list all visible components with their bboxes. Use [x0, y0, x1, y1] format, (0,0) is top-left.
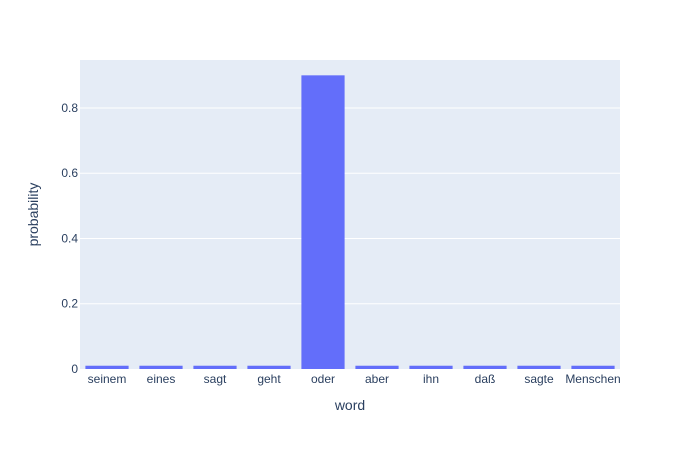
plot-area	[80, 60, 620, 369]
bar-sagt[interactable]	[193, 365, 237, 369]
y-tick-label: 0.6	[61, 166, 78, 180]
y-tick-label: 0	[71, 362, 78, 376]
y-axis-title: probability	[25, 183, 41, 247]
y-tick-label: 0.8	[61, 101, 78, 115]
x-tick-label: sagte	[524, 372, 554, 386]
bar-sagte[interactable]	[517, 365, 561, 369]
x-tick-label: seinem	[88, 372, 127, 386]
gridlines	[80, 107, 620, 305]
x-tick-label: eines	[147, 372, 176, 386]
bar-Menschen[interactable]	[571, 365, 615, 369]
x-tick-label: Menschen	[565, 372, 620, 386]
bar-oder[interactable]	[301, 75, 345, 369]
bar-seinem[interactable]	[85, 365, 129, 369]
x-tick-label: oder	[311, 372, 335, 386]
y-axis-ticks: 0 0.2 0.4 0.6 0.8	[61, 101, 78, 376]
x-tick-label: aber	[365, 372, 389, 386]
x-tick-label: ihn	[423, 372, 439, 386]
x-axis-ticks: seinem eines sagt geht oder aber ihn daß sagte Me…	[88, 372, 621, 386]
y-tick-label: 0.2	[61, 297, 78, 311]
bar-daß[interactable]	[463, 365, 507, 369]
x-tick-label: daß	[475, 372, 496, 386]
bars	[85, 75, 615, 369]
bar-geht[interactable]	[247, 365, 291, 369]
bar-eines[interactable]	[139, 365, 183, 369]
x-axis-title: word	[334, 397, 365, 413]
x-tick-label: sagt	[204, 372, 227, 386]
x-tick-label: geht	[257, 372, 281, 386]
bar-aber[interactable]	[355, 365, 399, 369]
bar-ihn[interactable]	[409, 365, 453, 369]
y-tick-label: 0.4	[61, 231, 78, 245]
